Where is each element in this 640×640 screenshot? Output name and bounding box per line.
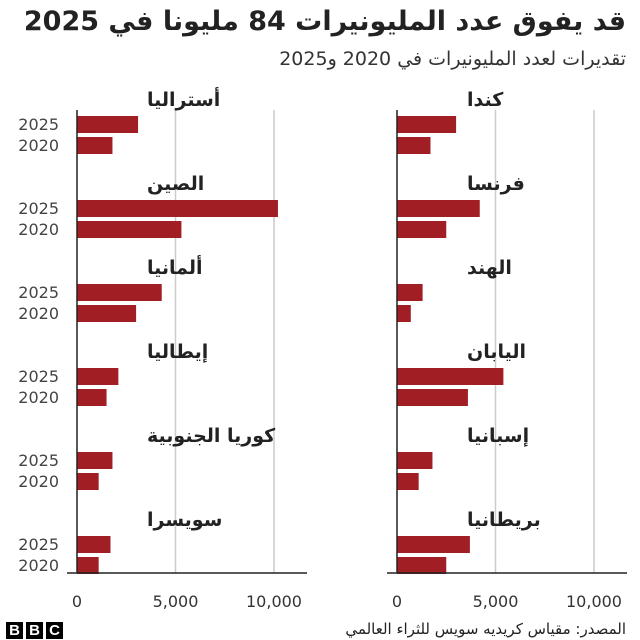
bar-2025	[77, 536, 111, 553]
footer: B B C المصدر: مقياس كريديه سويس للثراء ا…	[0, 610, 640, 640]
year-label-2020: 2020	[18, 556, 59, 575]
bbc-logo-letter: C	[46, 622, 63, 639]
country-label: الصين	[147, 173, 204, 195]
x-tick-label: 10,000	[566, 592, 622, 610]
year-label-2025: 2025	[18, 199, 59, 218]
bar-2020	[397, 137, 431, 154]
bar-2025	[77, 200, 278, 217]
year-label-2025: 2025	[18, 283, 59, 302]
year-label-2025: 2025	[18, 451, 59, 470]
bar-2020	[397, 389, 468, 406]
bar-2025	[77, 368, 119, 385]
bar-2020	[397, 557, 447, 574]
country-label: الهند	[467, 257, 512, 279]
country-label: كوريا الجنوبية	[147, 425, 276, 447]
country-label: فرنسا	[467, 173, 525, 195]
bbc-logo-letter: B	[6, 622, 23, 639]
bbc-logo-letter: B	[26, 622, 43, 639]
bar-2025	[77, 116, 139, 133]
bar-2020	[397, 473, 419, 490]
bar-2020	[77, 557, 99, 574]
country-label: ألمانيا	[147, 255, 203, 279]
year-label-2025: 2025	[18, 115, 59, 134]
bar-2025	[397, 536, 470, 553]
bar-2020	[77, 473, 99, 490]
source-note: المصدر: مقياس كريديه سويس للثراء العالمي	[345, 620, 626, 638]
x-tick-label: 10,000	[246, 592, 302, 610]
country-label: كندا	[467, 89, 504, 111]
bar-2025	[397, 116, 457, 133]
x-tick-label: 0	[392, 592, 402, 610]
year-label-2020: 2020	[18, 136, 59, 155]
country-label: إيطاليا	[147, 341, 208, 363]
year-label-2025: 2025	[18, 535, 59, 554]
x-tick-label: 5,000	[153, 592, 199, 610]
year-label-2020: 2020	[18, 472, 59, 491]
year-label-2020: 2020	[18, 304, 59, 323]
bar-2025	[397, 200, 480, 217]
bar-2025	[397, 452, 433, 469]
x-tick-label: 5,000	[473, 592, 519, 610]
bar-2020	[397, 221, 447, 238]
year-label-2020: 2020	[18, 220, 59, 239]
bbc-logo: B B C	[6, 622, 63, 639]
country-label: اليابان	[467, 341, 526, 363]
bar-2025	[397, 284, 423, 301]
bar-2020	[77, 389, 107, 406]
bar-2025	[77, 284, 162, 301]
country-label: إسبانيا	[467, 425, 529, 447]
bar-2020	[77, 305, 137, 322]
chart-area: أستراليا 2025 2020 الصين 2025 2020 ألمانيا 2025…	[18, 87, 627, 610]
country-label: سويسرا	[147, 509, 222, 531]
x-tick-label: 0	[72, 592, 82, 610]
bar-2025	[397, 368, 504, 385]
bar-2020	[77, 137, 113, 154]
bar-2020	[77, 221, 182, 238]
chart-subtitle: تقديرات لعدد المليونيرات في 2020 و2025	[279, 48, 626, 70]
country-label: أستراليا	[147, 87, 220, 111]
year-label-2020: 2020	[18, 388, 59, 407]
year-label-2025: 2025	[18, 367, 59, 386]
country-label: بريطانيا	[467, 509, 541, 531]
bar-2025	[77, 452, 113, 469]
chart-title: قد يفوق عدد المليونيرات 84 مليونا في 202…	[23, 6, 626, 37]
bar-2020	[397, 305, 411, 322]
